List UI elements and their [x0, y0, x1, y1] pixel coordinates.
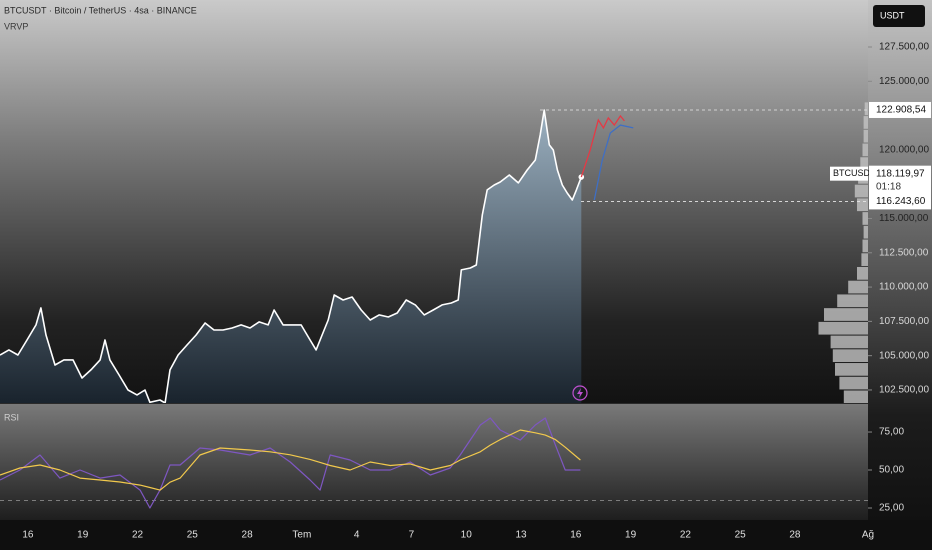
- y-tick-label: 112.500,00: [879, 247, 929, 258]
- rsi-title: RSI: [4, 412, 19, 422]
- volume-profile-bar: [863, 225, 868, 239]
- volume-profile-bar: [862, 239, 868, 253]
- x-tick-label: 13: [515, 530, 527, 541]
- x-tick-label: 19: [625, 530, 637, 541]
- volume-profile-bar: [861, 253, 868, 266]
- symbol-box: [830, 166, 868, 181]
- y-tick-label: 115.000,00: [879, 213, 929, 224]
- price-label: 116.243,60: [876, 196, 926, 207]
- volume-profile-bar: [854, 184, 868, 198]
- volume-profile-bar: [857, 198, 868, 212]
- time-labels: 16 19 22 25 28 Tem 4 7 10 13 16 19 22 25 28 Ağ: [22, 530, 874, 541]
- y-tick-label: 102.500,00: [879, 385, 929, 396]
- x-tick-label: 28: [242, 530, 254, 541]
- price-plot: [0, 102, 868, 403]
- price-label-box: [869, 193, 931, 210]
- y-tick-label: 25,00: [879, 503, 904, 514]
- volume-profile-bar: [818, 321, 868, 335]
- x-tick-label: 28: [789, 530, 801, 541]
- x-tick-label: 22: [132, 530, 144, 541]
- countdown: 01:18: [876, 181, 901, 192]
- price-axis: [868, 0, 932, 520]
- volume-profile-bar: [862, 143, 868, 157]
- last-price-label: 118.119,97: [876, 168, 925, 179]
- x-tick-label: Ağ: [862, 530, 874, 541]
- currency[interactable]: USDT: [880, 10, 905, 20]
- volume-profile-bar: [824, 308, 868, 321]
- y-tick-label: 75,00: [879, 427, 904, 438]
- price-area: [0, 110, 582, 403]
- symbol-title: BTCUSDT · Bitcoin / TetherUS · 4sa · BIN…: [4, 5, 197, 15]
- indicator-label: VRVP: [4, 21, 28, 31]
- volume-profile-bar: [863, 129, 868, 143]
- price-label-box: [869, 101, 931, 118]
- x-tick-label: 16: [22, 530, 34, 541]
- projection-line: [593, 124, 634, 201]
- volume-profile-bar: [864, 102, 868, 116]
- y-tick-label: 125.000,00: [879, 76, 929, 87]
- last-price-box: [869, 165, 931, 195]
- volume-profile-bar: [837, 294, 868, 308]
- series-line: [0, 429, 581, 491]
- volume-profile-bar: [839, 376, 868, 390]
- y-tick-label: 120.000,00: [879, 145, 929, 156]
- currency-box: [873, 5, 925, 27]
- series-line: [0, 417, 581, 509]
- symbol-label: BTCUSDT: [833, 168, 876, 178]
- rsi-plot: [0, 417, 868, 509]
- last-point: [578, 174, 585, 180]
- rsi-pane: [0, 403, 868, 520]
- price-label: 122.908,54: [876, 105, 926, 116]
- x-tick-label: Tem: [292, 530, 311, 541]
- x-tick-label: 7: [409, 530, 415, 541]
- volume-profile-bar: [832, 349, 868, 363]
- series-line: [0, 109, 583, 403]
- volume-profile-bar: [863, 116, 868, 129]
- x-tick-label: 19: [77, 530, 89, 541]
- volume-profile-bar: [862, 212, 868, 225]
- volume-profile-bar: [830, 335, 868, 349]
- y-tick-label: 105.000,00: [879, 350, 929, 361]
- y-tick-label: 127.500,00: [879, 42, 929, 53]
- volume-profile-bar: [848, 280, 868, 294]
- volume-profile-bar: [857, 266, 868, 280]
- x-tick-label: 25: [735, 530, 747, 541]
- x-tick-label: 4: [354, 530, 360, 541]
- axis-labels: 102.500,00 105.000,00 107.500,00 110.000,00…: [830, 42, 931, 514]
- x-tick-label: 25: [187, 530, 199, 541]
- y-tick-label: 107.500,00: [879, 316, 929, 327]
- x-tick-label: 16: [570, 530, 582, 541]
- time-axis: [0, 520, 932, 550]
- volume-profile-bar: [843, 390, 868, 403]
- volume-profile-bar: [860, 157, 868, 170]
- x-tick-label: 10: [461, 530, 473, 541]
- y-tick-label: 50,00: [879, 465, 904, 476]
- projection-line: [580, 114, 625, 178]
- volume-profile-bar: [835, 363, 868, 376]
- x-tick-label: 22: [680, 530, 692, 541]
- y-tick-label: 110.000,00: [879, 282, 929, 293]
- alert-icon: [572, 385, 588, 401]
